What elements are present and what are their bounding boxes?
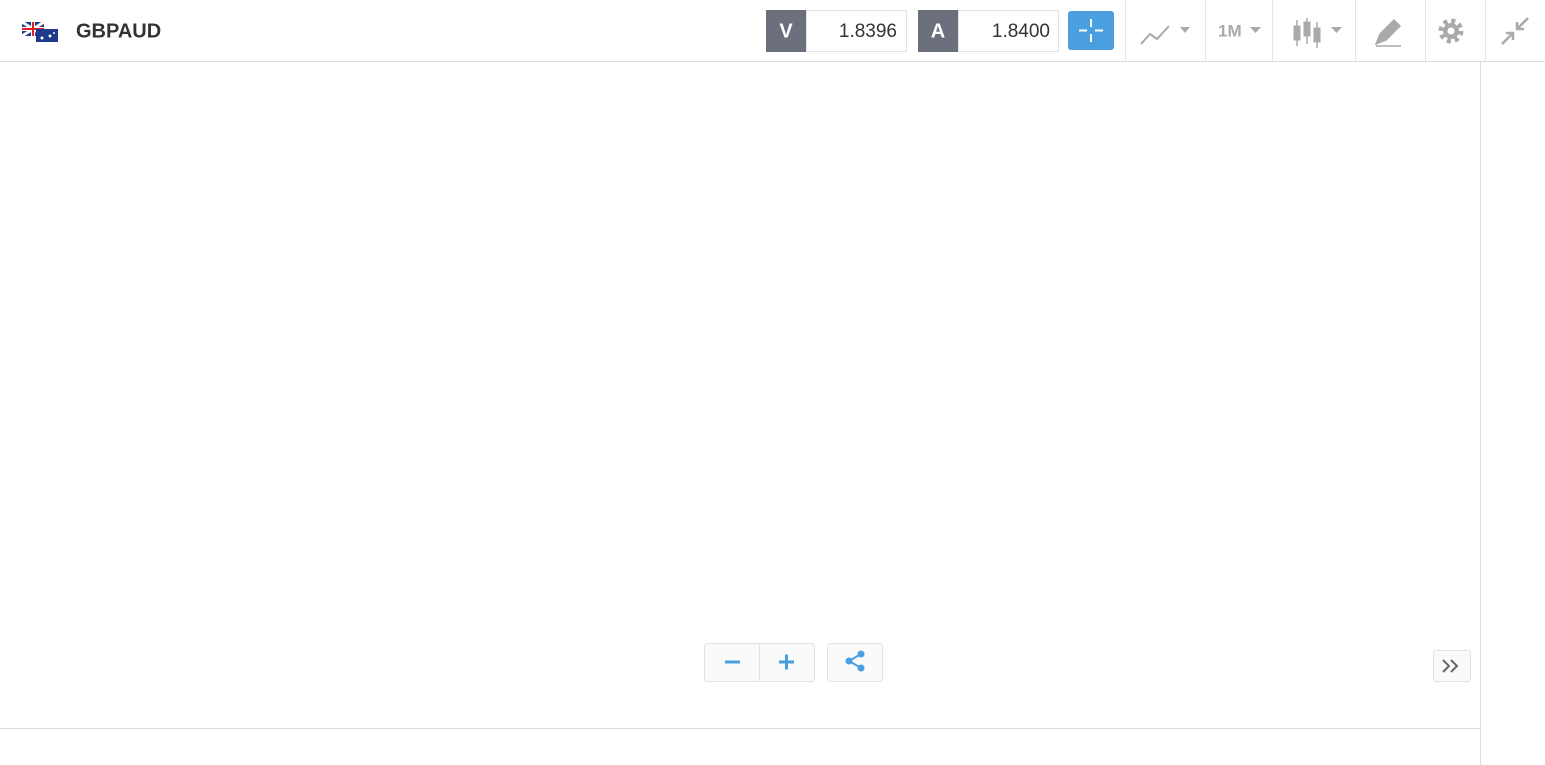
- buy-price-box[interactable]: [958, 10, 1059, 52]
- scroll-end-button[interactable]: [1433, 650, 1471, 682]
- settings-icon[interactable]: [1438, 18, 1464, 44]
- candle-icon[interactable]: [1293, 18, 1321, 48]
- dropdown-arrow: [1331, 27, 1342, 33]
- draw-icon[interactable]: [1374, 18, 1402, 47]
- buy-label: A: [931, 20, 945, 42]
- collapse-icon[interactable]: [1501, 17, 1529, 45]
- sell-label: V: [779, 20, 793, 42]
- buy-button[interactable]: [918, 10, 958, 52]
- zoom-controls: [704, 643, 1471, 682]
- sell-price-box[interactable]: [806, 10, 907, 52]
- share-button[interactable]: [827, 643, 883, 682]
- header: GBPAUD V 1.8396 A 1.8400 1M: [0, 0, 1545, 62]
- zoom-in[interactable]: [779, 654, 794, 670]
- chart-type-icon[interactable]: [1140, 25, 1170, 45]
- dropdown-arrow: [1250, 27, 1261, 33]
- flag: [21, 20, 58, 42]
- sell-price: 1.8396: [839, 21, 897, 42]
- symbol: GBPAUD: [76, 20, 161, 42]
- buy-price: 1.8400: [992, 21, 1050, 42]
- crosshair-icon: [1079, 19, 1103, 42]
- timeframe[interactable]: 1M: [1218, 21, 1242, 40]
- separators: [1125, 0, 1486, 61]
- sell-button[interactable]: [766, 10, 806, 52]
- dropdown-arrow: [1180, 27, 1190, 33]
- crosshair-button[interactable]: [1068, 11, 1114, 50]
